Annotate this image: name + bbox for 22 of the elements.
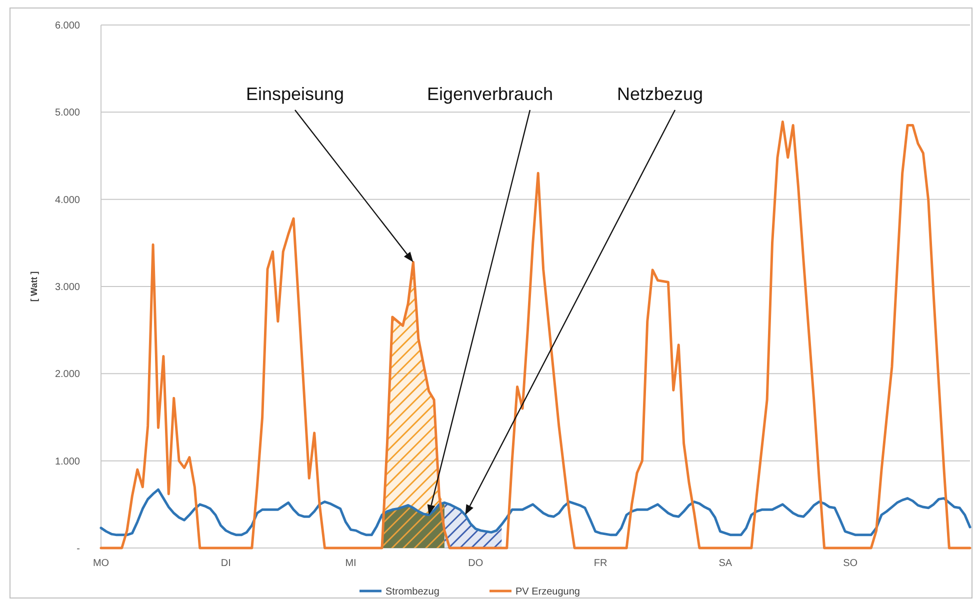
annotation: Eigenverbrauch xyxy=(426,84,554,104)
x-tick-label: DO xyxy=(468,558,484,569)
x-tick-label: FR xyxy=(594,558,608,569)
legend-label: Strombezug xyxy=(386,586,440,598)
line-series xyxy=(100,488,972,536)
annotation: Netzbezug xyxy=(616,84,704,104)
annotation: Einspeisung xyxy=(246,84,344,104)
y-tick-label: 4.000 xyxy=(54,194,80,206)
x-tick-label: MO xyxy=(92,558,110,569)
x-tick-label: MI xyxy=(345,558,356,569)
y-tick-label: 5.000 xyxy=(54,108,80,119)
y-tick-label: 3.000 xyxy=(54,282,80,293)
y-tick-label: 2.000 xyxy=(54,369,80,380)
y-axis-title: [ Watt ] xyxy=(29,271,39,302)
line-series xyxy=(100,120,972,550)
legend-label: PV Erzeugung xyxy=(516,586,580,598)
x-tick-label: DI xyxy=(220,558,231,569)
y-tick-label: 6.000 xyxy=(54,20,80,32)
x-tick-label: SA xyxy=(718,558,732,569)
y-tick-label: 1.000 xyxy=(54,456,80,468)
x-tick-label: SO xyxy=(843,558,858,569)
y-tick-label: - xyxy=(76,544,80,554)
